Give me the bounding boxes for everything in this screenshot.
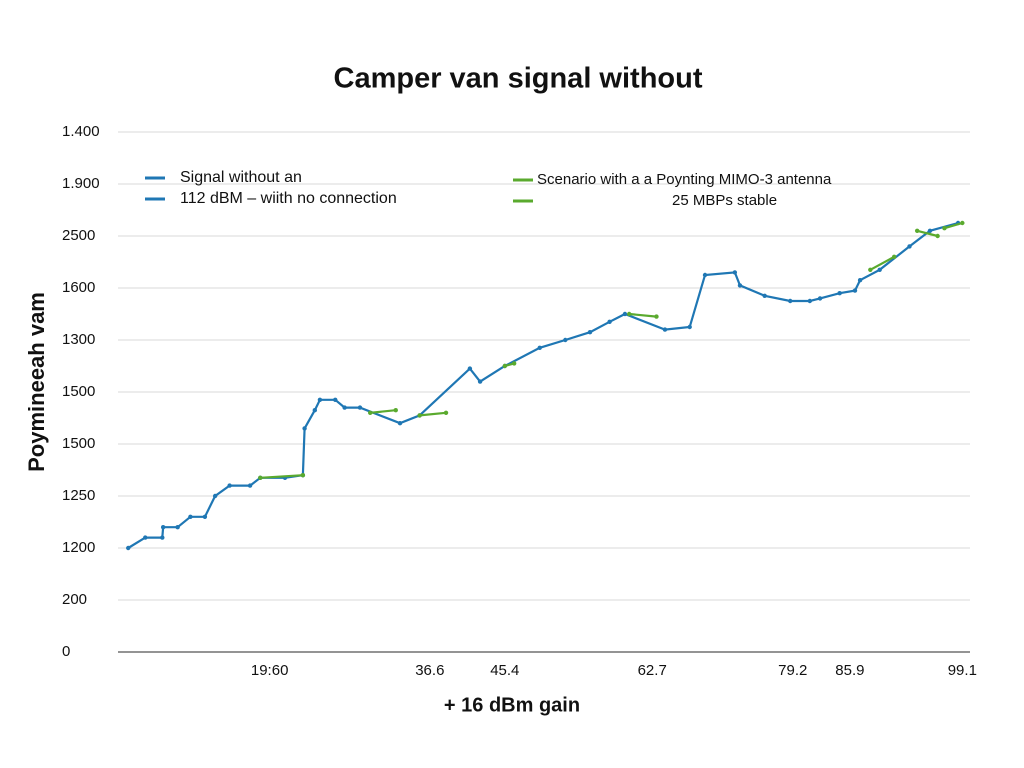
data-point [868,267,873,272]
data-point [367,410,373,415]
data-point [175,525,180,530]
data-point [342,405,347,410]
y-axis-label: Poymineeah vam [24,292,49,472]
data-point [143,535,148,540]
data-point [857,278,863,283]
x-tick-label: 85.9 [835,662,864,679]
data-point [587,330,593,335]
data-point [817,296,823,301]
data-point [212,493,218,499]
data-point [160,535,165,540]
data-point [732,270,738,275]
series-line [260,474,303,479]
data-point [654,314,659,319]
y-tick-label: 1600 [62,279,95,296]
y-tick-label: 1500 [62,383,95,400]
data-point [397,421,403,426]
data-point [511,361,517,366]
data-point [563,337,568,343]
data-point [622,311,628,317]
data-point [788,298,793,304]
legend-label: Scenario with a a Poynting MIMO-3 antenn… [537,171,832,209]
legend-label: Signal without an 112 dBM – wiith no conn… [180,169,397,207]
x-tick-label: 79.2 [778,662,807,679]
data-point [417,413,422,418]
y-tick-label: 0 [62,643,70,660]
x-axis-label: + 16 dBm gain [444,694,580,716]
y-tick-label: 1500 [62,435,95,452]
data-point [907,244,912,249]
data-point [247,483,253,488]
data-point [443,410,449,415]
data-point [914,228,920,233]
y-tick-label: 2500 [62,227,95,244]
data-point [202,514,208,519]
series-line [916,229,938,238]
y-tick-label: 1300 [62,331,95,348]
data-point [160,525,166,530]
data-point [737,283,743,288]
data-point [762,293,767,298]
data-point [942,226,947,231]
series-line [127,221,959,549]
data-point [607,319,612,324]
data-point [227,483,232,488]
data-point [393,408,398,413]
y-tick-label: 1.900 [62,175,100,192]
data-point [837,291,842,296]
x-tick-label: 99.1 [948,662,977,679]
data-point [302,426,307,431]
x-tick-label: 36.6 [415,662,444,679]
series-line [944,221,963,230]
chart-title: Camper van signal without [334,63,703,95]
data-point [188,514,193,519]
data-point [927,228,933,233]
data-point [300,473,306,478]
data-point [312,408,318,413]
data-point [807,298,813,304]
y-tick-label: 1.400 [62,123,100,140]
data-point [537,345,542,350]
series-line [419,411,447,417]
data-point [333,397,338,402]
data-point [877,267,882,272]
data-point [357,405,363,410]
data-point [317,397,323,402]
series-line [370,409,396,414]
y-tick-label: 1200 [62,539,95,556]
data-point [258,475,263,480]
x-tick-label: 62.7 [638,662,667,679]
x-tick-label: 19:60 [251,662,289,679]
series-line [869,255,895,271]
data-point [960,220,965,226]
x-tick-label: 45.4 [490,662,519,679]
data-point [502,363,508,369]
data-point [935,233,940,239]
y-tick-label: 200 [62,591,87,608]
data-point [891,254,897,259]
data-point [852,288,858,293]
y-tick-label: 1250 [62,487,95,504]
data-point [477,379,483,384]
data-point [627,311,632,317]
data-point [662,327,668,332]
data-point [126,545,131,551]
data-point [687,324,692,330]
data-point [702,272,708,278]
series-line [629,312,657,318]
data-point [467,366,473,371]
